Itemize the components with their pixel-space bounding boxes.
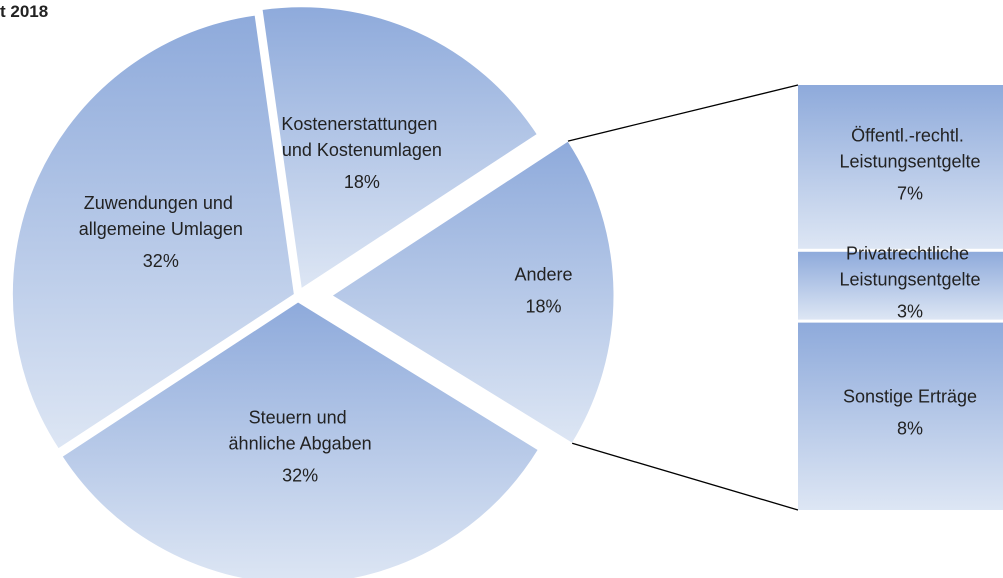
- bar-segment: [798, 322, 1003, 510]
- pie-slice: [61, 301, 539, 578]
- bar-segment: [798, 85, 1003, 249]
- slice-label: Zuwendungen und allgemeine Umlagen: [79, 193, 243, 239]
- slice-value-label: 32%: [282, 466, 318, 486]
- bar-value-label: 3%: [897, 302, 923, 322]
- pie-slice: [331, 140, 615, 444]
- pie-slice: [261, 6, 538, 290]
- bar-value-label: 8%: [897, 419, 923, 439]
- slice-value-label: 18%: [344, 172, 380, 192]
- bar-label: Öffentl.-rechtl. Leistungsentgelte: [839, 126, 980, 172]
- bar-label: Sonstige Erträge: [843, 387, 977, 407]
- connector-line: [567, 84, 799, 142]
- slice-value-label: 18%: [525, 297, 561, 317]
- bar-label: Privatrechtliche Leistungsentgelte: [839, 244, 980, 290]
- chart-title: t 2018: [0, 2, 48, 21]
- slice-value-label: 32%: [143, 251, 179, 271]
- slice-label: Andere: [514, 265, 572, 285]
- slice-label: Steuern und ähnliche Abgaben: [229, 408, 372, 454]
- bar-value-label: 7%: [897, 184, 923, 204]
- pie-slice: [11, 14, 295, 450]
- connector-line: [571, 442, 799, 511]
- slice-label: Kostenerstattungen und Kostenumlagen: [281, 114, 442, 160]
- bar-segment: [798, 251, 1003, 320]
